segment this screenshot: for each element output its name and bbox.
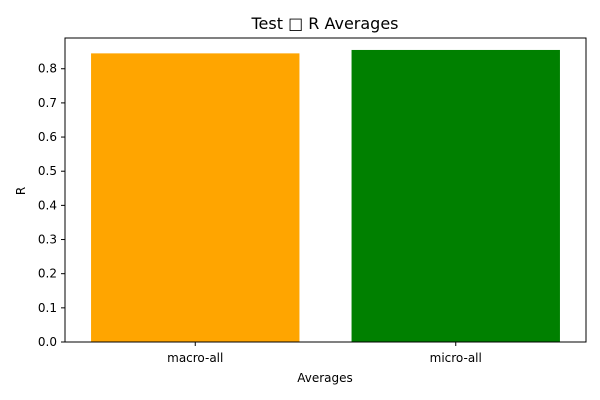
x-axis-ticks: macro-all micro-all <box>167 342 482 365</box>
x-tick-label: macro-all <box>167 351 223 365</box>
y-tick-label: 0.0 <box>38 335 57 349</box>
y-tick-label: 0.5 <box>38 164 57 178</box>
bars-group <box>91 49 560 343</box>
y-axis-ticks: 0.0 0.1 0.2 0.3 0.4 0.5 0.6 0.7 0.8 <box>38 62 65 349</box>
y-tick-label: 0.6 <box>38 130 57 144</box>
y-tick-label: 0.3 <box>38 233 57 247</box>
chart-title: Test □ R Averages <box>250 14 398 33</box>
bar-micro-all <box>351 49 560 343</box>
y-tick-label: 0.4 <box>38 198 57 212</box>
bar-macro-all <box>91 53 300 342</box>
y-tick-label: 0.8 <box>38 62 57 76</box>
y-axis-label: R <box>14 187 28 195</box>
y-tick-label: 0.1 <box>38 301 57 315</box>
x-tick-label: micro-all <box>430 351 482 365</box>
plot-frame <box>64 37 587 343</box>
x-axis-label: Averages <box>297 371 353 385</box>
y-tick-label: 0.7 <box>38 96 57 110</box>
y-tick-label: 0.2 <box>38 267 57 281</box>
